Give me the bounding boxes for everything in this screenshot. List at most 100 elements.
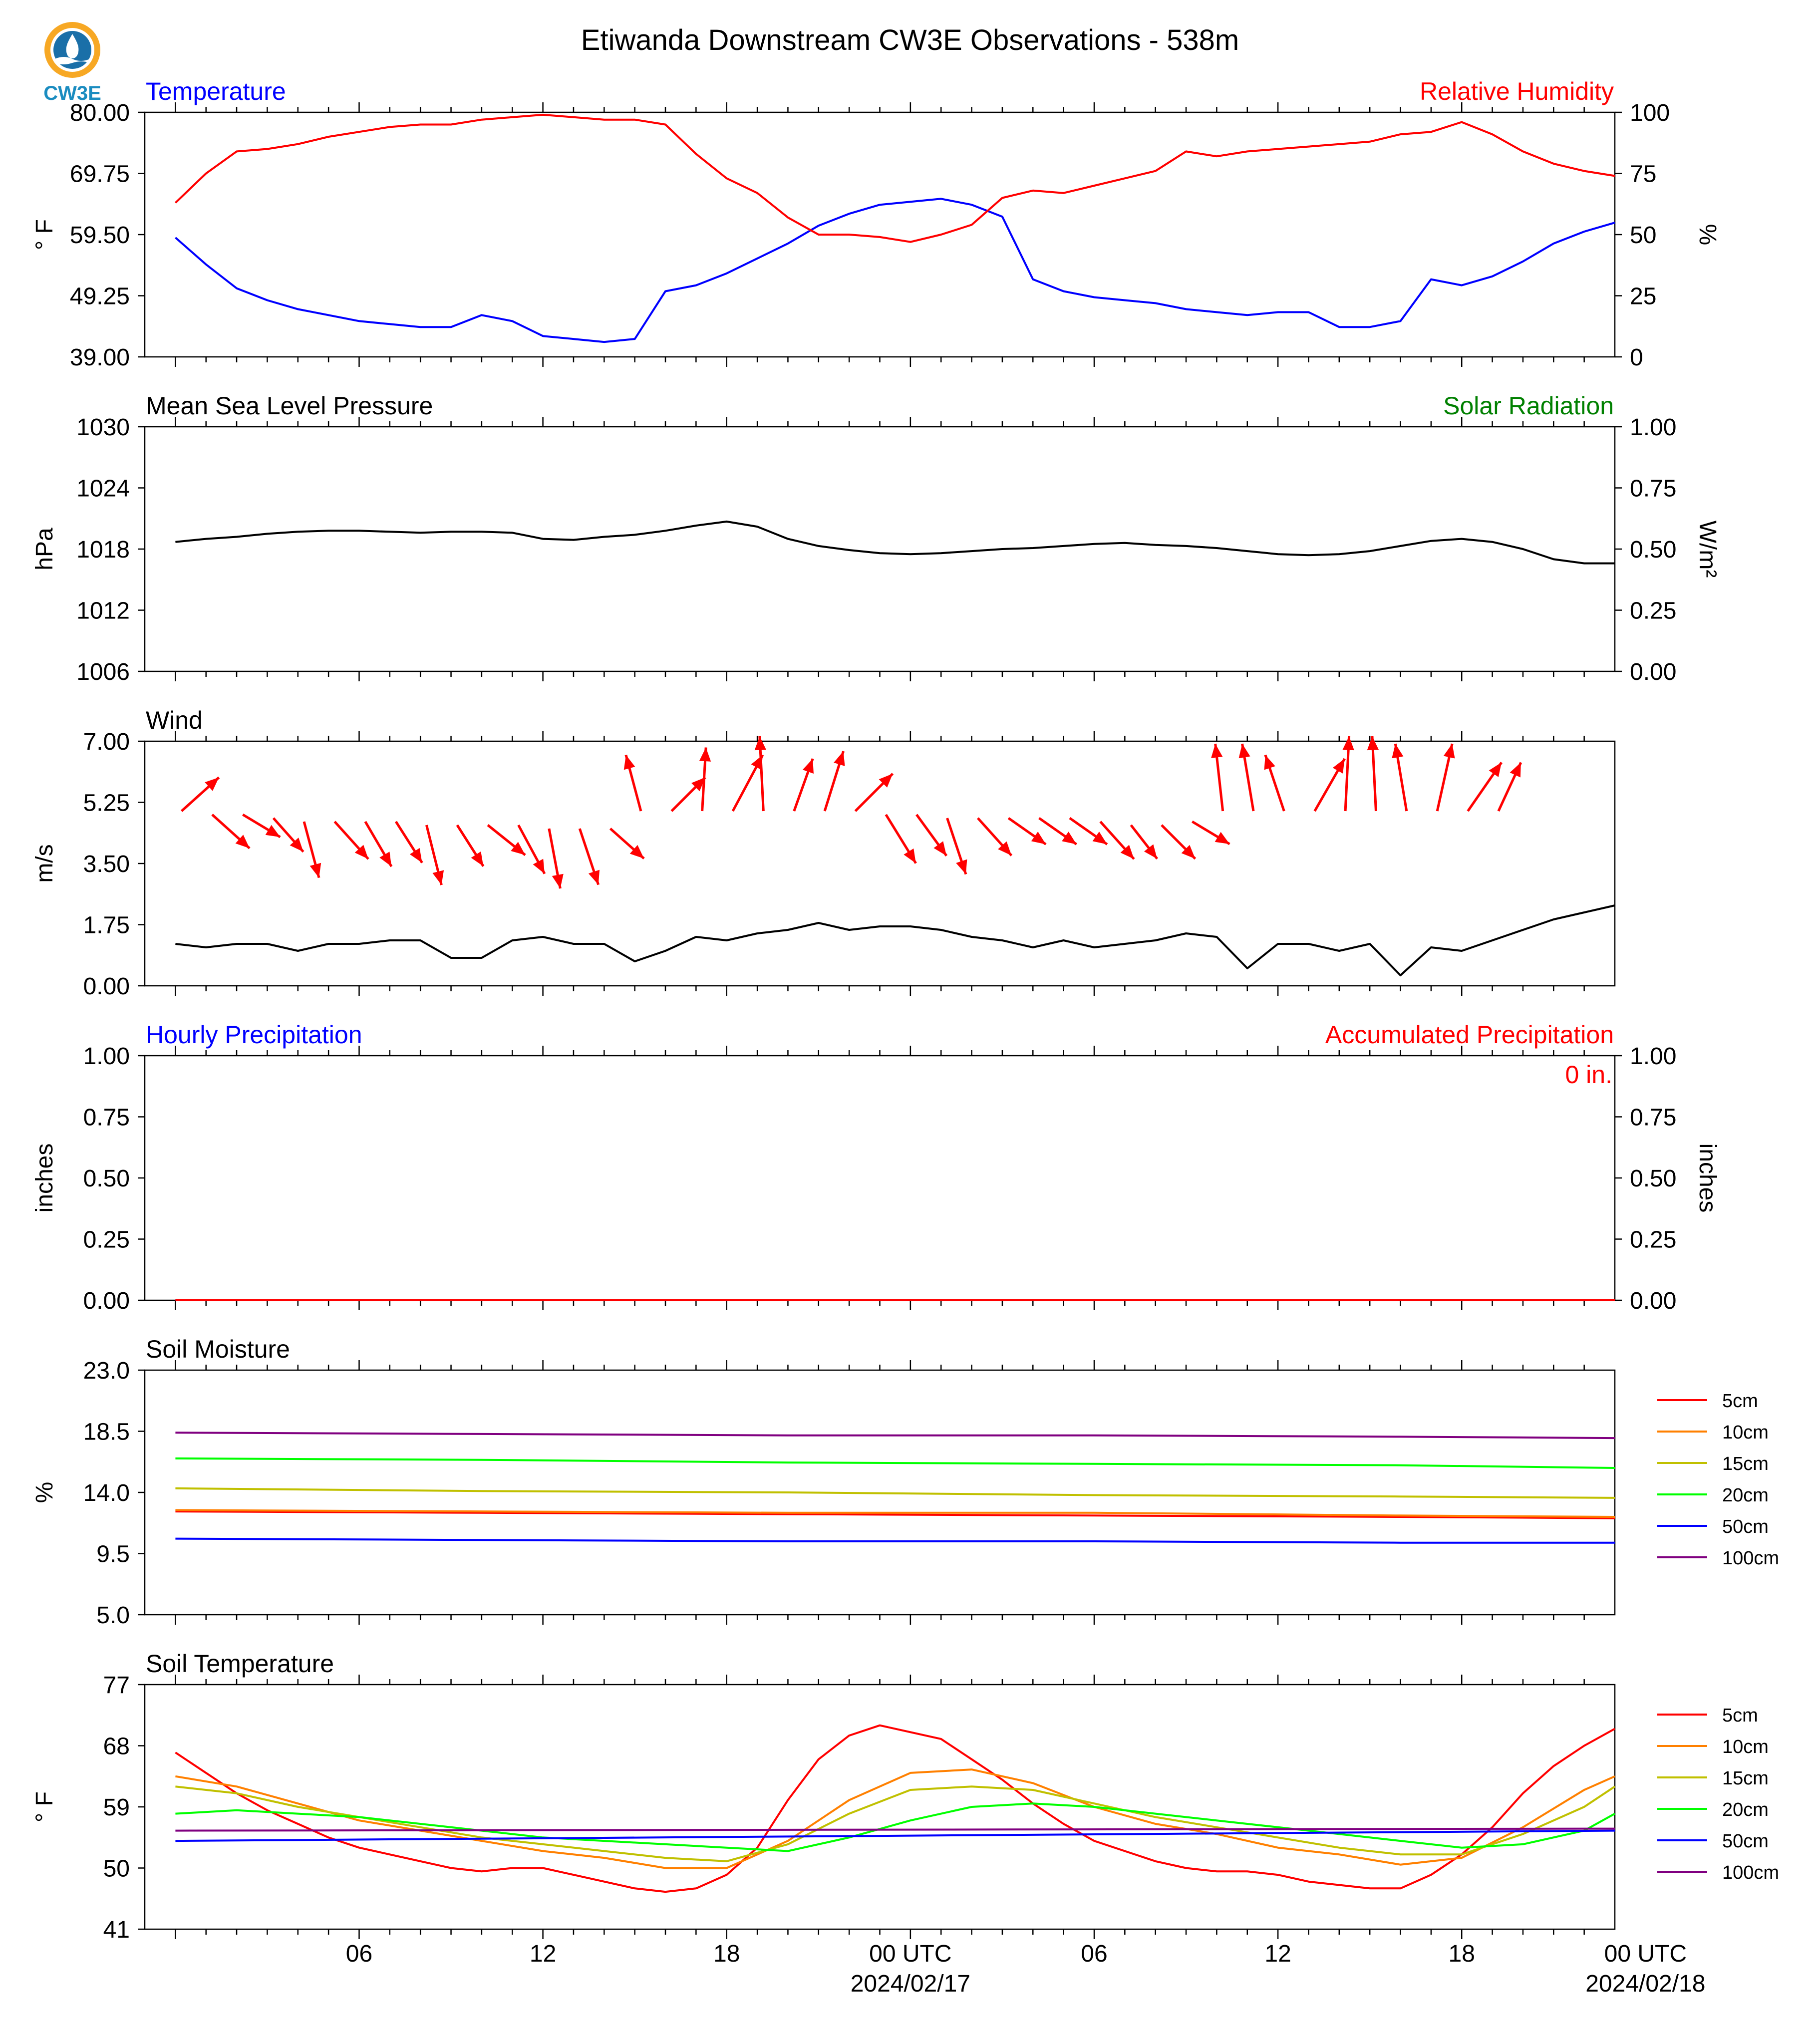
wind-arrow-head bbox=[1392, 744, 1404, 759]
y-tick-label: 50 bbox=[103, 1856, 130, 1882]
wind-arrow-head bbox=[691, 777, 705, 792]
y-right-tick-label: 25 bbox=[1630, 284, 1656, 310]
wind-arrow-head bbox=[205, 777, 219, 791]
x-tick-label: 12 bbox=[1264, 1941, 1291, 1967]
wind-arrow-head bbox=[1342, 736, 1354, 751]
x-tick-label: 00 UTC bbox=[1604, 1941, 1687, 1967]
series-line-relative-humidity bbox=[175, 113, 1615, 243]
y-axis-label: m/s bbox=[31, 844, 58, 882]
wind-arrow-head bbox=[1443, 744, 1455, 759]
y-tick-label: 18.5 bbox=[83, 1419, 130, 1446]
wind-arrow-head bbox=[1510, 762, 1521, 778]
series-line-wind bbox=[175, 904, 1615, 976]
y-tick-label: 77 bbox=[103, 1672, 130, 1699]
series-line-20cm bbox=[175, 1802, 1615, 1852]
legend-label: 50cm bbox=[1722, 1516, 1769, 1537]
series-line-5cm bbox=[175, 1724, 1615, 1893]
panel-title-left: Mean Sea Level Pressure bbox=[146, 392, 433, 420]
wind-arrow-head bbox=[409, 848, 422, 863]
panel-title-left: Soil Temperature bbox=[146, 1650, 334, 1678]
y-tick-label: 0.25 bbox=[83, 1227, 130, 1253]
wind-arrow-head bbox=[1181, 845, 1196, 859]
wind-arrow-head bbox=[1214, 832, 1230, 844]
y-tick-label: 9.5 bbox=[96, 1541, 130, 1568]
y-tick-label: 59.50 bbox=[70, 222, 130, 249]
wind-arrow-head bbox=[1367, 736, 1379, 751]
x-tick-label: 00 UTC bbox=[869, 1941, 951, 1967]
y-axis-label: ° F bbox=[31, 1791, 58, 1822]
y-tick-label: 5.0 bbox=[96, 1602, 130, 1629]
y-axis-label: hPa bbox=[31, 528, 58, 571]
panel-title-right: Relative Humidity bbox=[1420, 77, 1614, 105]
wind-arrow-head bbox=[1264, 755, 1275, 770]
series-line-15cm bbox=[175, 1487, 1615, 1499]
wind-arrow-head bbox=[956, 859, 967, 874]
wind-arrow-head bbox=[754, 736, 766, 751]
y-right-axis-label: W/m² bbox=[1694, 521, 1721, 578]
y-right-tick-label: 0.50 bbox=[1630, 537, 1676, 563]
wind-arrow-head bbox=[1238, 744, 1250, 759]
y-tick-label: 5.25 bbox=[83, 790, 130, 817]
wind-arrow-head bbox=[1211, 744, 1223, 758]
legend-label: 5cm bbox=[1722, 1705, 1758, 1726]
series-line-100cm bbox=[175, 1432, 1615, 1440]
y-right-tick-label: 1.00 bbox=[1630, 1043, 1676, 1070]
series-line-5cm bbox=[175, 1510, 1615, 1519]
x-tick-label: 12 bbox=[530, 1941, 556, 1967]
wind-arrow-head bbox=[879, 774, 893, 788]
wind-arrow-head bbox=[834, 751, 845, 766]
panel-title-left: Hourly Precipitation bbox=[146, 1021, 362, 1049]
panel-title-left: Soil Moisture bbox=[146, 1335, 290, 1363]
y-right-tick-label: 75 bbox=[1630, 161, 1656, 188]
wind-arrow-head bbox=[1489, 762, 1502, 777]
wind-arrow-head bbox=[1031, 832, 1046, 845]
wind-arrow-head bbox=[904, 848, 916, 864]
y-tick-label: 14.0 bbox=[83, 1480, 130, 1506]
legend-label: 20cm bbox=[1722, 1799, 1769, 1820]
panel-title-right: Accumulated Precipitation bbox=[1325, 1021, 1614, 1049]
y-right-tick-label: 100 bbox=[1630, 100, 1670, 126]
y-right-tick-label: 0.75 bbox=[1630, 1105, 1676, 1131]
wind-arrow-head bbox=[265, 825, 281, 837]
wind-arrow-head bbox=[1062, 832, 1077, 845]
y-right-axis-label: % bbox=[1694, 224, 1721, 246]
y-axis-label: % bbox=[31, 1482, 58, 1503]
y-tick-label: 1.00 bbox=[83, 1043, 130, 1070]
series-line-50cm bbox=[175, 1537, 1615, 1544]
legend-label: 100cm bbox=[1722, 1548, 1779, 1569]
y-right-axis-label: inches bbox=[1694, 1144, 1721, 1213]
y-right-tick-label: 0.25 bbox=[1630, 598, 1676, 624]
x-tick-label: 06 bbox=[1081, 1941, 1107, 1967]
chart-title: Etiwanda Downstream CW3E Observations - … bbox=[581, 24, 1239, 56]
y-tick-label: 69.75 bbox=[70, 161, 130, 188]
wind-arrow-head bbox=[802, 759, 814, 774]
wind-arrow-head bbox=[699, 747, 711, 762]
legend-label: 15cm bbox=[1722, 1453, 1769, 1474]
y-right-tick-label: 0.25 bbox=[1630, 1227, 1676, 1253]
series-line-10cm bbox=[175, 1768, 1615, 1869]
legend-label: 15cm bbox=[1722, 1768, 1769, 1789]
y-axis-label: inches bbox=[31, 1144, 58, 1213]
y-tick-label: 1012 bbox=[76, 598, 130, 624]
legend-label: 10cm bbox=[1722, 1737, 1769, 1757]
wind-arrow-head bbox=[588, 869, 600, 885]
precip-total-label: 0 in. bbox=[1565, 1061, 1612, 1089]
plot-frame bbox=[144, 111, 1616, 358]
wind-arrow-head bbox=[235, 835, 250, 849]
y-tick-label: 80.00 bbox=[70, 100, 130, 126]
y-tick-label: 0.75 bbox=[83, 1105, 130, 1131]
legend-label: 5cm bbox=[1722, 1391, 1758, 1412]
x-tick-label: 06 bbox=[346, 1941, 372, 1967]
wind-arrow-head bbox=[1144, 844, 1158, 859]
x-tick-label: 18 bbox=[713, 1941, 740, 1967]
legend-label: 20cm bbox=[1722, 1485, 1769, 1506]
plot-frame bbox=[144, 740, 1616, 987]
wind-arrow-head bbox=[629, 845, 644, 859]
panel-title-left: Wind bbox=[146, 706, 203, 734]
y-right-tick-label: 1.00 bbox=[1630, 414, 1676, 441]
y-tick-label: 3.50 bbox=[83, 851, 130, 877]
wind-arrow-head bbox=[1120, 845, 1134, 859]
y-tick-label: 41 bbox=[103, 1917, 130, 1943]
wind-arrow-head bbox=[309, 863, 321, 878]
wind-arrow-head bbox=[998, 841, 1012, 856]
